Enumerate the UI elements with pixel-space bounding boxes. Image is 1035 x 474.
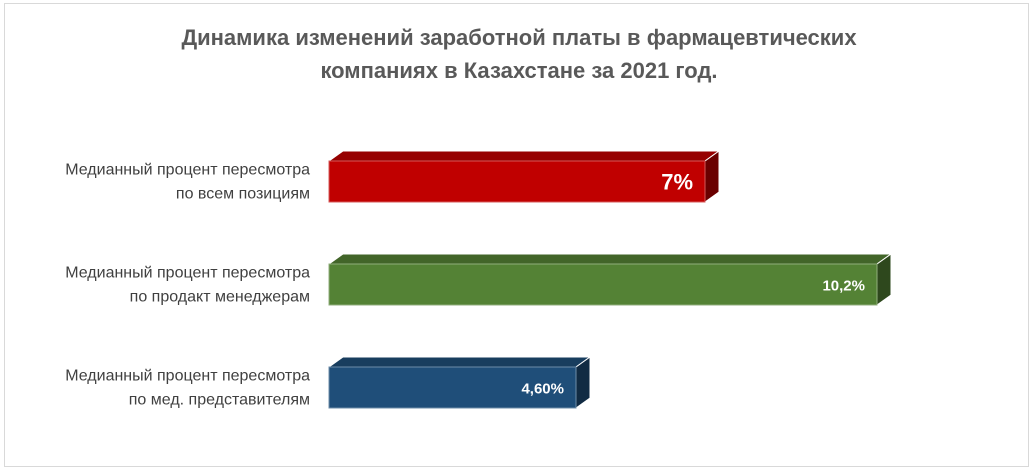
bars-group: 7% Медианный процент пересмотра по всем по… xyxy=(65,150,893,409)
bar-3: 4,60% xyxy=(327,356,592,409)
bar-top-face xyxy=(327,150,721,162)
bar-top-face xyxy=(327,356,592,368)
bar-front-face xyxy=(328,366,577,409)
bar-value-label: 10,2% xyxy=(822,278,865,295)
bar-front-face xyxy=(328,263,878,306)
bar-1: 7% xyxy=(327,150,721,203)
bar-value-label: 7% xyxy=(661,170,693,195)
bar-2: 10,2% xyxy=(327,253,893,306)
category-label: по продакт менеджерам xyxy=(130,289,310,306)
chart-title-line-2: компаниях в Казахстане за 2021 год. xyxy=(320,58,717,83)
bar-top-face xyxy=(327,253,893,265)
bar-value-label: 4,60% xyxy=(521,381,564,398)
category-label: Медианный процент пересмотра xyxy=(65,162,310,179)
category-label: по мед. представителям xyxy=(129,392,310,409)
category-label: Медианный процент пересмотра xyxy=(65,265,310,282)
category-label: по всем позициям xyxy=(176,186,310,203)
chart-title-line-1: Динамика изменений заработной платы в фа… xyxy=(181,25,857,50)
category-label: Медианный процент пересмотра xyxy=(65,368,310,385)
bar-front-face xyxy=(328,160,706,203)
